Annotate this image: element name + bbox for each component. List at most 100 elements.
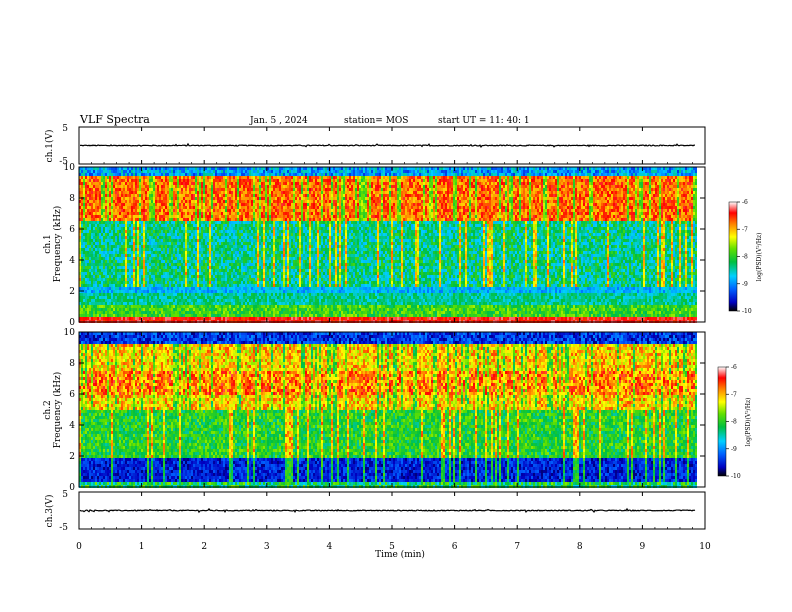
spectrogram-cell (179, 218, 181, 221)
spectrogram-cell (109, 212, 111, 215)
spectrogram-cell (147, 179, 149, 182)
spectrogram-cell (151, 176, 153, 179)
spectrogram-cell (233, 227, 235, 230)
spectrogram-cell (231, 269, 233, 272)
spectrogram-cell (145, 239, 147, 242)
spectrogram-cell (195, 272, 197, 275)
spectrogram-cell (81, 263, 83, 266)
spectrogram-cell (89, 308, 91, 311)
spectrogram-cell (217, 278, 219, 281)
spectrogram-cell (119, 245, 121, 248)
spectrogram-cell (257, 245, 259, 248)
spectrogram-cell (149, 200, 151, 203)
spectrogram-cell (129, 176, 131, 179)
spectrogram-cell (219, 245, 221, 248)
spectrogram-cell (109, 194, 111, 197)
spectrogram-cell (139, 266, 141, 269)
spectrogram-cell (93, 179, 95, 182)
spectrogram-cell (223, 251, 225, 254)
spectrogram-cell (243, 314, 245, 317)
spectrogram-cell (105, 296, 107, 299)
spectrogram-cell (183, 284, 185, 287)
spectrogram-cell (139, 209, 141, 212)
spectrogram-cell (239, 317, 241, 320)
spectrogram-cell (191, 173, 193, 176)
spectrogram-cell (99, 197, 101, 200)
spectrogram-cell (127, 305, 129, 308)
spectrogram-cell (89, 188, 91, 191)
spectrogram-cell (217, 290, 219, 293)
spectrogram-cell (109, 257, 111, 260)
spectrogram-cell (261, 218, 263, 221)
spectrogram-cell (117, 191, 119, 194)
spectrogram-cell (85, 239, 87, 242)
spectrogram-cell (239, 272, 241, 275)
spectrogram-cell (199, 194, 201, 197)
spectrogram-cell (221, 275, 223, 278)
spectrogram-cell (83, 254, 85, 257)
spectrogram-cell (191, 317, 193, 320)
spectrogram-cell (251, 308, 253, 311)
spectrogram-cell (175, 197, 177, 200)
spectrogram-cell (207, 194, 209, 197)
spectrogram-cell (233, 293, 235, 296)
figure-title: VLF Spectra (79, 113, 150, 126)
spectrogram-cell (199, 179, 201, 182)
spectrogram-cell (83, 281, 85, 284)
spectrogram-cell (203, 305, 205, 308)
spectrogram-cell (139, 194, 141, 197)
spectrogram-cell (83, 212, 85, 215)
spectrogram-cell (127, 206, 129, 209)
spectrogram-cell (87, 305, 89, 308)
spectrogram-cell (163, 245, 165, 248)
spectrogram-cell (153, 272, 155, 275)
spectrogram-cell (129, 242, 131, 245)
spectrogram-cell (229, 188, 231, 191)
spectrogram-cell (95, 227, 97, 230)
spectrogram-cell (185, 251, 187, 254)
spectrogram-cell (205, 176, 207, 179)
spectrogram-cell (185, 311, 187, 314)
spectrogram-cell (189, 179, 191, 182)
spectrogram-cell (99, 188, 101, 191)
spectrogram-cell (193, 227, 195, 230)
spectrogram-cell (85, 233, 87, 236)
spectrogram-cell (187, 227, 189, 230)
spectrogram-cell (249, 263, 251, 266)
spectrogram-cell (117, 206, 119, 209)
spectrogram-cell (243, 302, 245, 305)
spectrogram-cell (93, 314, 95, 317)
spectrogram-cell (149, 281, 151, 284)
spectrogram-cell (101, 212, 103, 215)
spectrogram-cell (105, 299, 107, 302)
spectrogram-cell (91, 200, 93, 203)
spectrogram-cell (119, 278, 121, 281)
spectrogram-cell (103, 197, 105, 200)
spectrogram-cell (231, 203, 233, 206)
spectrogram-cell (195, 314, 197, 317)
spectrogram-cell (155, 176, 157, 179)
spectrogram-cell (115, 263, 117, 266)
spectrogram-cell (97, 245, 99, 248)
spectrogram-cell (105, 224, 107, 227)
spectrogram-cell (129, 314, 131, 317)
spectrogram-cell (133, 296, 135, 299)
spectrogram-cell (179, 212, 181, 215)
spectrogram-cell (215, 203, 217, 206)
spectrogram-cell (259, 239, 261, 242)
spectrogram-cell (149, 194, 151, 197)
spectrogram-cell (165, 278, 167, 281)
spectrogram-cell (183, 215, 185, 218)
spectrogram-cell (161, 209, 163, 212)
spectrogram-cell (221, 281, 223, 284)
spectrogram-cell (127, 263, 129, 266)
spectrogram-cell (183, 212, 185, 215)
spectrogram-cell (139, 272, 141, 275)
spectrogram-cell (103, 290, 105, 293)
spectrogram-cell (187, 173, 189, 176)
spectrogram-cell (99, 296, 101, 299)
spectrogram-cell (141, 257, 143, 260)
spectrogram-cell (163, 284, 165, 287)
spectrogram-cell (169, 296, 171, 299)
spectrogram-cell (263, 236, 265, 239)
